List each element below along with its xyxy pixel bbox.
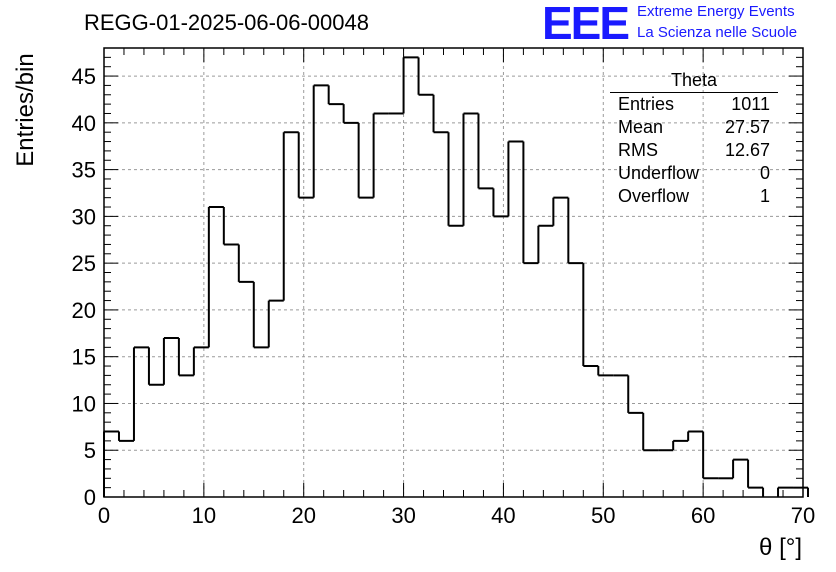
- histogram-bin: [117, 431, 134, 442]
- stats-value: 0: [759, 163, 770, 183]
- histogram-bin: [267, 299, 284, 348]
- histogram-bin: [162, 336, 179, 385]
- x-tick-label: 50: [591, 503, 615, 528]
- histogram-bin: [747, 459, 764, 489]
- histogram-bin: [552, 196, 569, 226]
- y-tick-label: 30: [72, 204, 96, 229]
- stats-row-overflow: Overflow 1: [610, 185, 778, 208]
- histogram-bin: [627, 375, 644, 414]
- logo-line-2: La Scienza nelle Scuole: [637, 24, 798, 41]
- histogram-bin: [372, 112, 389, 198]
- histogram-bin: [582, 263, 599, 368]
- y-tick-label: 15: [72, 345, 96, 370]
- histogram-bin: [147, 347, 164, 386]
- histogram-bin: [477, 113, 494, 190]
- x-tick-label: 40: [491, 503, 515, 528]
- histogram-bin: [642, 412, 659, 452]
- stats-label: Entries: [618, 94, 675, 114]
- histogram-bin: [447, 132, 464, 227]
- histogram-bin: [672, 439, 689, 451]
- chart-title: REGG-01-2025-06-06-00048: [84, 10, 369, 35]
- stats-value: 1: [759, 186, 770, 206]
- stats-value: 27.57: [724, 117, 770, 137]
- histogram-bin: [207, 206, 224, 348]
- histogram-bin: [132, 346, 149, 441]
- axis-ticks: [103, 47, 804, 498]
- histogram-bin: [222, 207, 239, 246]
- stats-title: Theta: [610, 70, 778, 93]
- x-tick-label: 70: [791, 503, 815, 528]
- x-tick-labels: 0 10 20 30 40 50 60 70: [98, 503, 815, 528]
- stats-value: 12.67: [724, 140, 770, 160]
- stats-row-rms: RMS 12.67: [610, 139, 778, 162]
- x-tick-label: 0: [98, 503, 110, 528]
- y-tick-label: 40: [72, 111, 96, 136]
- histogram-bin: [342, 104, 359, 124]
- histogram-bin: [357, 122, 374, 199]
- x-tick-label: 20: [291, 503, 315, 528]
- stats-row-underflow: Underflow 0: [610, 162, 778, 185]
- stats-row-entries: Entries 1011: [610, 93, 778, 116]
- y-tick-label: 20: [72, 298, 96, 323]
- histogram-bin: [237, 244, 254, 283]
- histogram-bin: [492, 188, 509, 218]
- histogram-bin: [312, 84, 329, 198]
- y-tick-labels: 0 5 10 15 20 25 30 35 40 45: [72, 64, 96, 510]
- histogram-bin: [327, 85, 344, 106]
- x-tick-label: 10: [192, 503, 216, 528]
- y-tick-label: 0: [84, 485, 96, 510]
- stats-label: Overflow: [618, 186, 690, 206]
- histogram-bin: [777, 486, 794, 497]
- y-tick-label: 10: [72, 391, 96, 416]
- y-axis-label: Entries/bin: [12, 53, 39, 167]
- eee-logo: EEE: [542, 0, 630, 49]
- histogram-bin: [252, 281, 269, 349]
- histogram-bin: [177, 337, 194, 377]
- stats-label: Underflow: [618, 163, 700, 183]
- histogram-bin: [567, 197, 584, 265]
- histogram-bin: [702, 431, 719, 480]
- histogram-bin: [687, 430, 704, 441]
- x-tick-label: 30: [391, 503, 415, 528]
- x-axis-label: θ [°]: [759, 534, 802, 561]
- histogram-bin: [522, 141, 539, 265]
- y-tick-label: 5: [84, 438, 96, 463]
- y-tick-label: 45: [72, 64, 96, 89]
- plot-frame: [103, 47, 804, 498]
- grid-lines: [104, 48, 803, 497]
- logo-line-1: Extreme Energy Events: [637, 3, 795, 20]
- histogram-bin: [462, 112, 479, 226]
- stats-label: Mean: [618, 117, 664, 137]
- stats-value: 1011: [731, 94, 770, 114]
- histogram-bin: [297, 132, 314, 199]
- stats-row-mean: Mean 27.57: [610, 116, 778, 139]
- stats-label: RMS: [618, 140, 658, 160]
- stats-box: Theta Entries 1011 Mean 27.57 RMS 12.67 …: [610, 70, 778, 208]
- histogram-bin: [432, 94, 449, 134]
- y-tick-label: 25: [72, 251, 96, 276]
- histogram-bins: [103, 56, 809, 497]
- x-tick-label: 60: [691, 503, 715, 528]
- histogram-bin: [417, 57, 434, 96]
- histogram-bin: [537, 224, 554, 264]
- histogram-bin: [507, 140, 524, 217]
- histogram-bin: [192, 346, 209, 376]
- histogram-bin: [282, 131, 299, 301]
- y-tick-label: 35: [72, 158, 96, 183]
- histogram-bin: [732, 458, 749, 479]
- histogram-bin: [597, 366, 614, 377]
- histogram-bin: [402, 56, 419, 114]
